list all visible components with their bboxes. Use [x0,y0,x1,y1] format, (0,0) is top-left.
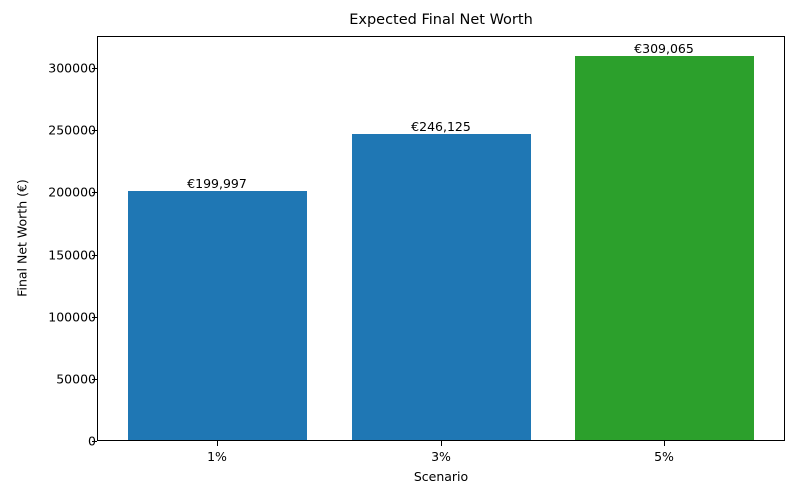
y-tick-label: 300000 [48,60,96,76]
y-tick-label: 100000 [48,309,96,325]
y-tick-label: 150000 [48,247,96,262]
y-tick-mark [92,68,97,69]
x-tick-label: 5% [654,449,674,464]
y-tick-label: 200000 [48,184,96,200]
y-tick-mark [92,317,97,318]
y-tick-label: 250000 [48,122,96,138]
bar-5pct [574,55,754,440]
y-tick-mark [92,192,97,193]
x-tick-label: 1% [207,449,227,464]
bar-label-3pct: €246,125 [411,118,471,134]
y-tick-mark [92,255,97,256]
bar-label-1pct: €199,997 [187,176,247,192]
x-tick-mark [217,441,218,446]
x-tick-label: 3% [431,449,451,464]
y-tick-label: 50000 [56,371,96,387]
x-tick-mark [664,441,665,446]
y-tick-mark [92,441,97,442]
x-tick-mark [441,441,442,446]
bar-label-5pct: €309,065 [634,40,694,56]
plot-area: €199,997 €246,125 €309,065 [97,36,785,441]
y-tick-mark [92,379,97,380]
bar-1pct [127,191,307,440]
x-axis-label: Scenario [413,469,469,484]
chart-title: Expected Final Net Worth [349,12,533,28]
y-axis-label: Final Net Worth (€) [14,179,30,297]
bar-3pct [351,134,531,440]
y-tick-mark [92,130,97,131]
